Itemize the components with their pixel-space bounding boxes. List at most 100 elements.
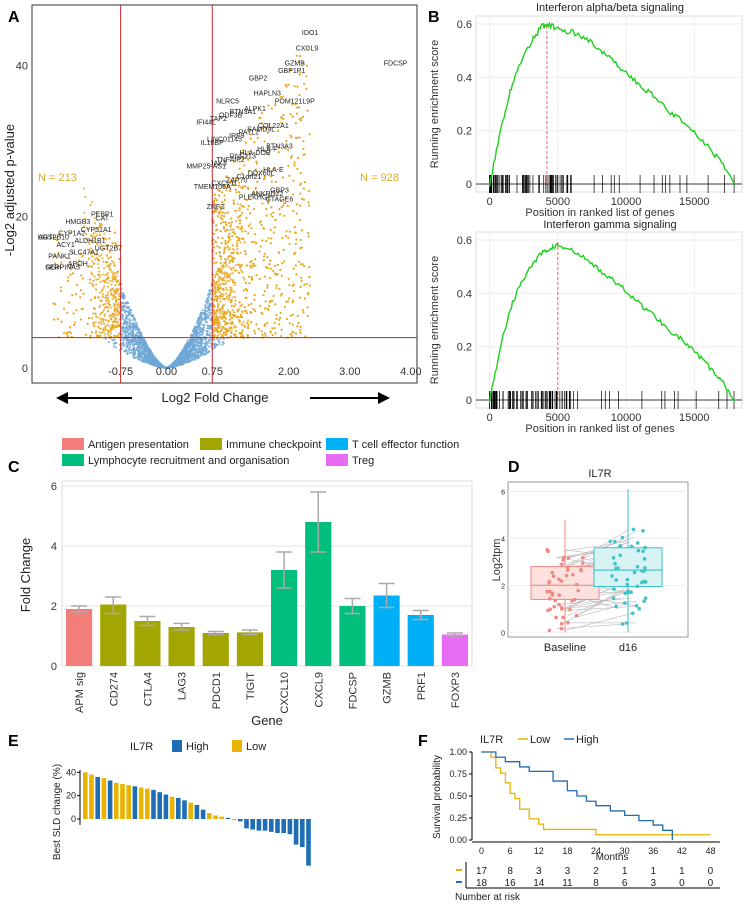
box-point (610, 574, 614, 578)
volcano-point (109, 279, 112, 283)
volcano-point (90, 241, 93, 244)
volcano-point (224, 258, 227, 261)
volcano-point (198, 333, 202, 336)
volcano-point (197, 338, 200, 341)
volcano-point (231, 244, 234, 247)
volcano-point (126, 329, 130, 332)
volcano-point (127, 342, 130, 345)
volcano-point (299, 119, 302, 122)
volcano-point (307, 292, 310, 295)
volcano-point (263, 290, 266, 293)
volcano-point (247, 275, 251, 278)
volcano-point (227, 241, 230, 244)
volcano-point (294, 136, 298, 139)
volcano-point (103, 267, 106, 270)
volcano-point (300, 279, 303, 283)
volcano-point (113, 231, 117, 234)
panel-e-letter: E (8, 733, 19, 750)
volcano-point (212, 200, 215, 203)
waterfall-bar (95, 777, 100, 819)
legend-label: Low (530, 734, 550, 746)
volcano-point (147, 347, 150, 350)
volcano-point (182, 360, 185, 364)
volcano-point (228, 261, 231, 265)
volcano-point (113, 263, 116, 266)
volcano-point (187, 346, 190, 349)
waterfall-bar (138, 787, 144, 819)
category-legend: Antigen presentation Immune checkpoint T c… (62, 438, 459, 467)
volcano-point (295, 112, 299, 115)
volcano-point (234, 329, 238, 332)
gene-label: HAPLN3 (254, 91, 281, 98)
volcano-point (306, 109, 309, 112)
volcano-point (230, 217, 233, 220)
volcano-point (94, 258, 97, 261)
volcano-point (101, 236, 104, 239)
volcano-point (102, 309, 105, 312)
box-point (635, 564, 640, 569)
volcano-point (224, 262, 227, 265)
volcano-point (266, 256, 269, 259)
volcano-point (225, 223, 228, 227)
volcano-point (258, 304, 262, 308)
volcano-point (299, 55, 302, 58)
volcano-point (261, 333, 264, 336)
box-point (566, 556, 571, 561)
volcano-point (107, 329, 110, 332)
volcano-point (218, 275, 221, 278)
box-point (625, 582, 630, 587)
volcano-point (234, 220, 238, 223)
volcano-point (224, 242, 227, 245)
volcano-ylabel: -Log2 adjusted p-value (2, 124, 17, 256)
volcano-point (237, 184, 240, 187)
volcano-point (296, 325, 299, 328)
waterfall-ytick: 20 (66, 791, 76, 801)
volcano-xtick: 0.00 (156, 366, 177, 378)
volcano-ytick: 40 (16, 60, 28, 72)
volcano-point (115, 321, 118, 324)
volcano-point (225, 323, 228, 326)
volcano-point (131, 331, 135, 334)
survival-ylabel: Survival probability (432, 755, 443, 839)
volcano-point (285, 300, 288, 303)
volcano-point (254, 309, 257, 313)
volcano-point (250, 275, 253, 279)
volcano-point (254, 332, 257, 335)
volcano-point (110, 316, 113, 319)
volcano-point (298, 260, 301, 263)
volcano-point (206, 316, 209, 319)
waterfall-bar (275, 819, 280, 833)
box-point (559, 605, 564, 610)
volcano-point (278, 213, 282, 216)
box-point (642, 557, 647, 561)
volcano-point (219, 268, 222, 272)
volcano-point (273, 321, 276, 325)
volcano-point (242, 320, 245, 323)
volcano-point (228, 289, 231, 292)
volcano-point (207, 345, 211, 348)
km-curve-low (481, 751, 711, 836)
volcano-point (262, 294, 265, 297)
volcano-point (308, 275, 311, 279)
volcano-point (185, 342, 188, 345)
volcano-point (92, 285, 95, 288)
box-point (613, 539, 617, 544)
volcano-point (103, 303, 106, 306)
volcano-point (188, 348, 191, 351)
volcano-point (106, 277, 109, 280)
volcano-point (103, 285, 106, 288)
volcano-point (238, 319, 241, 322)
bar-category-label: PDCD1 (211, 672, 223, 709)
volcano-point (110, 270, 114, 274)
volcano-point (114, 278, 117, 281)
volcano-point (277, 251, 280, 254)
volcano-point (306, 314, 309, 318)
volcano-point (106, 273, 109, 277)
volcano-point (272, 269, 275, 273)
volcano-point (299, 238, 302, 242)
volcano-point (236, 310, 239, 313)
volcano-point (190, 333, 193, 336)
volcano-point (249, 223, 252, 226)
volcano-point (216, 334, 219, 337)
